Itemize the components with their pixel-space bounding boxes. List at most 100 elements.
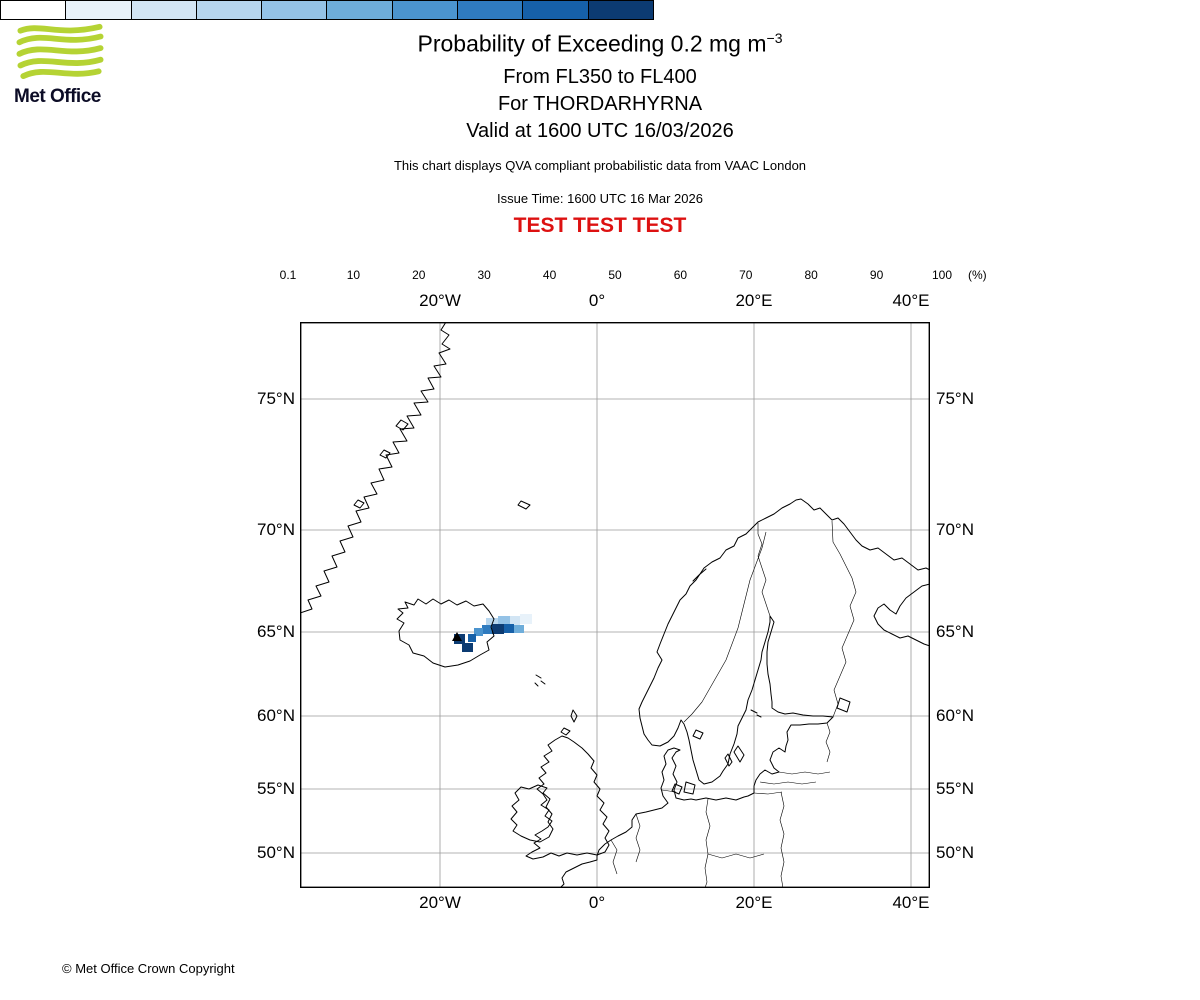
colorbar-segment bbox=[261, 1, 327, 19]
country-border bbox=[683, 531, 767, 723]
colorbar-tick-label: 60 bbox=[673, 268, 688, 282]
coastline bbox=[692, 568, 707, 582]
met-office-logo-text: Met Office bbox=[14, 86, 101, 107]
coastline bbox=[671, 783, 683, 795]
colorbar-tick-label: 70 bbox=[739, 268, 753, 282]
country-border bbox=[759, 781, 817, 785]
lat-label-left: 70°N bbox=[257, 520, 295, 539]
colorbar-segment bbox=[65, 1, 131, 19]
probability-cell bbox=[474, 628, 483, 636]
lon-label-bottom: 0° bbox=[588, 893, 606, 912]
country-border bbox=[778, 771, 831, 775]
lat-label-right: 70°N bbox=[936, 520, 974, 539]
lon-label-bottom: 20°E bbox=[735, 893, 773, 912]
colorbar-tick-label: 50 bbox=[608, 268, 622, 282]
chart-title-exponent: −3 bbox=[766, 30, 783, 46]
coastline bbox=[733, 745, 745, 763]
coastline bbox=[396, 598, 495, 668]
lat-label-right: 55°N bbox=[936, 779, 974, 798]
coastline bbox=[836, 697, 851, 713]
country-border bbox=[831, 520, 857, 718]
probability-cell bbox=[492, 624, 504, 634]
probability-cell bbox=[514, 625, 524, 633]
test-banner: TEST TEST TEST bbox=[513, 214, 687, 237]
probability-cell bbox=[486, 618, 498, 626]
lat-label-right: 65°N bbox=[936, 622, 974, 641]
coastline bbox=[525, 735, 610, 860]
coastline bbox=[559, 533, 834, 888]
met-office-logo: Met Office bbox=[14, 22, 114, 108]
subtitle-valid-time: Valid at 1600 UTC 16/03/2026 bbox=[466, 119, 734, 142]
colorbar-tick-label: 30 bbox=[477, 268, 491, 282]
country-border bbox=[753, 791, 783, 795]
probability-cell bbox=[498, 616, 510, 625]
lon-label-bottom: 20°W bbox=[419, 893, 461, 912]
coastline bbox=[745, 498, 930, 571]
colorbar-unit: (%) bbox=[968, 268, 987, 282]
colorbar-tick-label: 10 bbox=[346, 268, 361, 282]
colorbar-tick-label: 0.1 bbox=[279, 268, 297, 282]
title-block: Probability of Exceeding 0.2 mg m−3 From… bbox=[0, 30, 1200, 145]
colorbar-segment bbox=[326, 1, 392, 19]
subtitle-volcano: For THORDARHYRNA bbox=[497, 92, 703, 115]
colorbar-tick-label: 100 bbox=[931, 268, 953, 282]
coastline bbox=[750, 709, 762, 718]
chart-title: Probability of Exceeding 0.2 mg m−3 bbox=[0, 30, 1200, 58]
subtitle-flight-levels: From FL350 to FL400 bbox=[503, 65, 697, 88]
country-border bbox=[635, 813, 641, 863]
colorbar bbox=[0, 0, 654, 20]
lat-label-left: 65°N bbox=[257, 622, 295, 641]
coastline bbox=[692, 729, 704, 740]
lon-label-top: 20°E bbox=[735, 291, 773, 310]
colorbar-segment bbox=[522, 1, 588, 19]
map-frame bbox=[300, 322, 930, 888]
country-border bbox=[779, 791, 785, 888]
country-border bbox=[610, 839, 618, 875]
copyright-notice: © Met Office Crown Copyright bbox=[62, 961, 235, 976]
coastline bbox=[353, 499, 365, 509]
lat-label-right: 50°N bbox=[936, 843, 974, 862]
met-office-logo-waves bbox=[16, 23, 104, 80]
coastline bbox=[683, 781, 696, 795]
coastline bbox=[534, 674, 546, 687]
colorbar-tick-label: 90 bbox=[869, 268, 884, 282]
volcano-marker bbox=[452, 632, 462, 641]
lat-label-left: 60°N bbox=[257, 706, 295, 725]
coastline bbox=[873, 583, 930, 647]
colorbar-segment bbox=[130, 1, 196, 19]
country-border bbox=[757, 523, 771, 617]
probability-cell bbox=[468, 634, 476, 642]
probability-cell bbox=[510, 616, 520, 625]
lat-label-left: 50°N bbox=[257, 843, 295, 862]
colorbar-segment bbox=[1, 1, 66, 19]
coastline bbox=[570, 709, 578, 723]
colorbar-segment bbox=[391, 1, 458, 19]
colorbar-segment bbox=[587, 1, 653, 19]
coastline bbox=[395, 419, 409, 431]
map-svg bbox=[300, 322, 930, 888]
coastline bbox=[560, 727, 571, 736]
probability-cell bbox=[504, 624, 514, 633]
issue-time: Issue Time: 1600 UTC 16 Mar 2026 bbox=[497, 191, 703, 206]
lon-label-top: 0° bbox=[588, 291, 606, 310]
coastline bbox=[379, 449, 391, 459]
probability-cell bbox=[520, 614, 532, 624]
country-border bbox=[825, 722, 831, 763]
coastline bbox=[510, 784, 554, 843]
chart-description: This chart displays QVA compliant probab… bbox=[393, 158, 807, 173]
country-border bbox=[707, 853, 765, 859]
colorbar-segment bbox=[195, 1, 262, 19]
colorbar-tick-label: 40 bbox=[542, 268, 557, 282]
lat-label-left: 75°N bbox=[257, 389, 295, 408]
coastline bbox=[724, 753, 733, 767]
colorbar-tick-label: 20 bbox=[412, 268, 426, 282]
lon-label-top: 40°E bbox=[892, 291, 930, 310]
country-border bbox=[704, 798, 711, 888]
lon-label-bottom: 40°E bbox=[892, 893, 930, 912]
lat-label-right: 75°N bbox=[936, 389, 974, 408]
probability-cell bbox=[462, 643, 473, 652]
lat-label-left: 55°N bbox=[257, 779, 295, 798]
coastline bbox=[300, 322, 451, 614]
colorbar-tick-label: 80 bbox=[804, 268, 818, 282]
lat-label-right: 60°N bbox=[936, 706, 974, 725]
